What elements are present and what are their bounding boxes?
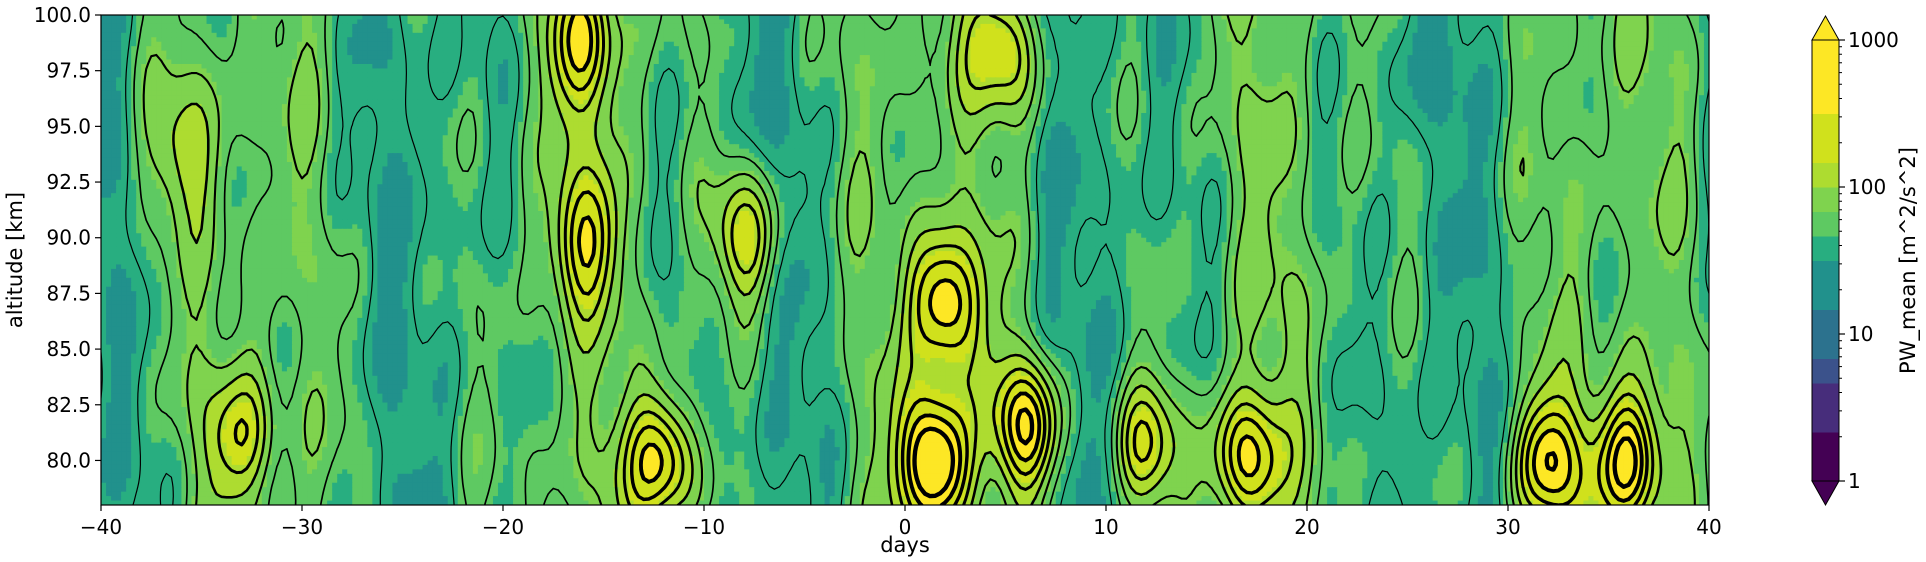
y-axis-label: altitude [km] <box>3 192 27 328</box>
y-tick-label: 90.0 <box>46 226 91 250</box>
y-tick-label: 82.5 <box>46 393 91 417</box>
colorbar-band <box>1812 236 1839 261</box>
x-tick-label: −20 <box>482 515 524 539</box>
colorbar-extend-max <box>1812 16 1839 40</box>
colorbar-band <box>1812 114 1839 139</box>
y-tick-label: 85.0 <box>46 337 91 361</box>
colorbar-band <box>1812 432 1839 457</box>
y-tick-label: 97.5 <box>46 59 91 83</box>
x-tick-label: 30 <box>1495 515 1520 539</box>
x-tick-label: −10 <box>683 515 725 539</box>
colorbar-label: PW_mean [m^2/s^2] <box>1896 147 1921 374</box>
x-axis-label: days <box>880 533 930 557</box>
colorbar-tick-label: 1 <box>1848 469 1861 493</box>
colorbar-extend-min <box>1812 481 1839 505</box>
colorbar-band <box>1812 383 1839 408</box>
colorbar-tick-label: 100 <box>1848 175 1886 199</box>
x-tick-label: −40 <box>80 515 122 539</box>
x-tick-label: 40 <box>1696 515 1721 539</box>
plot-area <box>101 15 1710 506</box>
colorbar-band <box>1812 285 1839 310</box>
colorbar-band <box>1812 138 1839 163</box>
colorbar-band <box>1812 163 1839 188</box>
colorbar-band <box>1812 187 1839 212</box>
x-tick-label: 10 <box>1093 515 1118 539</box>
colorbar-band <box>1812 457 1839 482</box>
colorbar-band <box>1812 261 1839 286</box>
x-tick-label: 20 <box>1294 515 1319 539</box>
colorbar-band <box>1812 359 1839 384</box>
colorbar-band <box>1812 65 1839 90</box>
colorbar-tick-label: 10 <box>1848 322 1873 346</box>
x-tick-label: −30 <box>281 515 323 539</box>
colorbar: 1 10 100 1000 <box>1812 16 1899 505</box>
colorbar-tick-label: 1000 <box>1848 28 1899 52</box>
colorbar-band <box>1812 408 1839 433</box>
y-tick-label: 87.5 <box>46 281 91 305</box>
colorbar-band <box>1812 334 1839 359</box>
colorbar-band <box>1812 212 1839 237</box>
colorbar-band <box>1812 40 1839 65</box>
y-tick-label: 100.0 <box>34 3 91 27</box>
y-tick-label: 95.0 <box>46 114 91 138</box>
colorbar-band <box>1812 310 1839 335</box>
y-tick-label: 80.0 <box>46 448 91 472</box>
colorbar-band <box>1812 89 1839 114</box>
y-tick-label: 92.5 <box>46 170 91 194</box>
